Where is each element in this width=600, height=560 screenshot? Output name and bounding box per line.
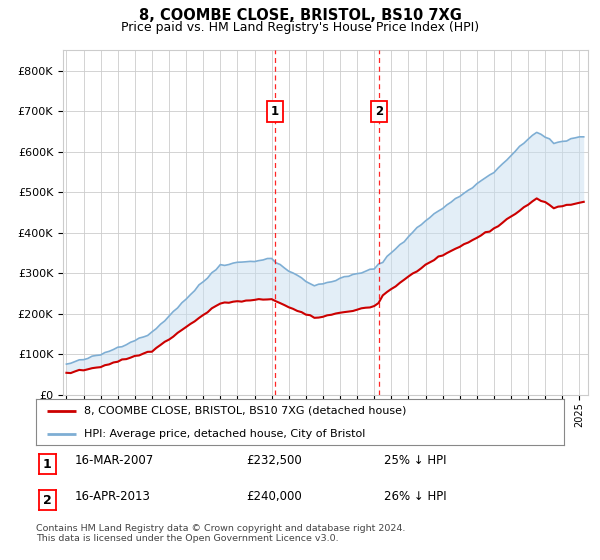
Text: HPI: Average price, detached house, City of Bristol: HPI: Average price, detached house, City… — [83, 429, 365, 438]
Text: 25% ↓ HPI: 25% ↓ HPI — [384, 454, 446, 467]
Text: 2: 2 — [43, 494, 52, 507]
Text: 8, COOMBE CLOSE, BRISTOL, BS10 7XG (detached house): 8, COOMBE CLOSE, BRISTOL, BS10 7XG (deta… — [83, 406, 406, 416]
Text: £240,000: £240,000 — [246, 490, 302, 503]
Text: 1: 1 — [43, 458, 52, 470]
Text: Price paid vs. HM Land Registry's House Price Index (HPI): Price paid vs. HM Land Registry's House … — [121, 21, 479, 34]
Text: 2: 2 — [375, 105, 383, 118]
Text: 1: 1 — [271, 105, 279, 118]
Text: Contains HM Land Registry data © Crown copyright and database right 2024.
This d: Contains HM Land Registry data © Crown c… — [36, 524, 406, 543]
Text: £232,500: £232,500 — [246, 454, 302, 467]
Text: 16-MAR-2007: 16-MAR-2007 — [75, 454, 154, 467]
Text: 16-APR-2013: 16-APR-2013 — [75, 490, 151, 503]
Text: 8, COOMBE CLOSE, BRISTOL, BS10 7XG: 8, COOMBE CLOSE, BRISTOL, BS10 7XG — [139, 8, 461, 24]
Text: 26% ↓ HPI: 26% ↓ HPI — [384, 490, 446, 503]
